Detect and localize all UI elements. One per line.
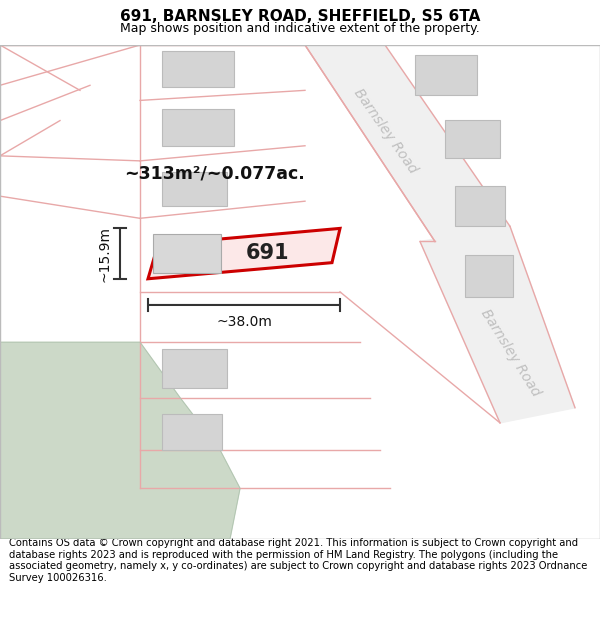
Bar <box>445 119 500 158</box>
Text: Map shows position and indicative extent of the property.: Map shows position and indicative extent… <box>120 22 480 35</box>
Polygon shape <box>420 226 575 423</box>
Text: Barnsley Road: Barnsley Road <box>478 306 542 399</box>
Bar <box>162 414 222 450</box>
Bar <box>162 109 234 146</box>
Polygon shape <box>0 342 240 539</box>
Text: Contains OS data © Crown copyright and database right 2021. This information is : Contains OS data © Crown copyright and d… <box>9 538 587 582</box>
Text: Barnsley Road: Barnsley Road <box>350 86 419 176</box>
Bar <box>415 55 477 96</box>
Bar <box>162 349 227 388</box>
Text: ~313m²/~0.077ac.: ~313m²/~0.077ac. <box>125 165 305 183</box>
Text: 691: 691 <box>246 242 290 262</box>
Bar <box>465 254 513 297</box>
Bar <box>162 172 227 206</box>
Bar <box>153 234 221 272</box>
Bar <box>455 186 505 226</box>
Polygon shape <box>148 228 340 279</box>
Text: ~15.9m: ~15.9m <box>98 226 112 282</box>
Polygon shape <box>305 45 510 241</box>
Text: 691, BARNSLEY ROAD, SHEFFIELD, S5 6TA: 691, BARNSLEY ROAD, SHEFFIELD, S5 6TA <box>120 9 480 24</box>
Text: ~38.0m: ~38.0m <box>216 315 272 329</box>
Bar <box>162 51 234 88</box>
